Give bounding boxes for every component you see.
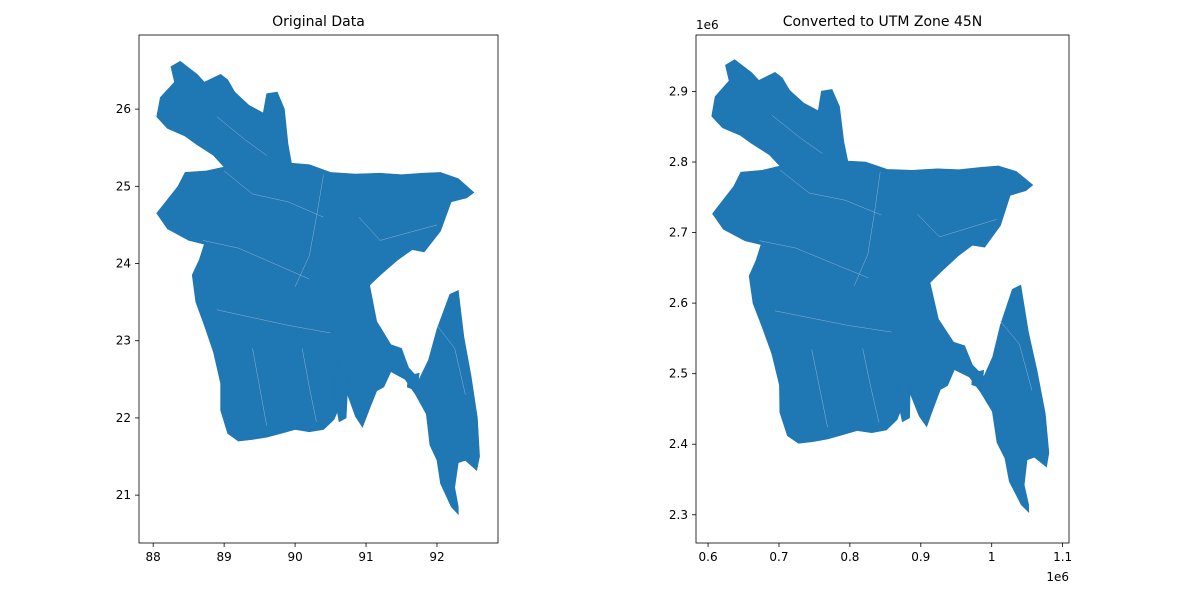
y-tick-label: 26 [116, 102, 131, 116]
district-boundary [771, 115, 823, 154]
y-ticks: 2.3 2.4 2.5 2.6 2.7 2.8 2.9 [669, 84, 696, 522]
district-boundary [1000, 320, 1033, 391]
x-ticks: 88 89 90 91 92 [146, 543, 445, 564]
x-offset-label: 1e6 [1046, 570, 1069, 584]
district-boundary [223, 170, 324, 218]
right-map-panel: 0.6 0.7 0.8 0.9 1 1.1 2.3 2.4 2.5 2.6 2.7 2.8 2.9 C… [669, 14, 1072, 584]
district-boundary [853, 171, 881, 287]
x-tick-label: 1 [988, 550, 996, 564]
x-tick-label: 0.6 [699, 550, 718, 564]
y-tick-label: 2.3 [669, 508, 688, 522]
district-boundary [358, 217, 438, 241]
district-boundary [774, 310, 892, 333]
district-boundary [862, 348, 880, 423]
district-boundary [811, 349, 828, 428]
axes-frame [695, 34, 1070, 544]
x-tick-label: 0.7 [769, 550, 788, 564]
country-polygon [711, 59, 1050, 514]
y-tick-label: 2.9 [669, 84, 688, 98]
district-boundary [216, 116, 267, 156]
y-tick-label: 25 [116, 179, 131, 193]
map-area [711, 59, 1050, 514]
y-tick-label: 2.4 [669, 437, 688, 451]
x-tick-label: 90 [287, 550, 302, 564]
x-tick-label: 1.1 [1053, 550, 1072, 564]
district-boundary [301, 348, 317, 422]
x-tick-label: 88 [146, 550, 161, 564]
district-boundary [779, 169, 882, 216]
district-boundary [216, 309, 331, 334]
y-tick-label: 2.7 [669, 226, 688, 240]
island-polygon [896, 358, 911, 423]
map-area [156, 60, 480, 516]
y-tick-label: 23 [116, 334, 131, 348]
y-tick-label: 2.8 [669, 155, 688, 169]
y-ticks: 21 22 23 24 25 26 [116, 102, 139, 502]
island-polygon [406, 372, 420, 392]
y-tick-label: 21 [116, 488, 131, 502]
district-boundary [917, 213, 997, 238]
x-tick-label: 91 [358, 550, 373, 564]
y-tick-label: 24 [116, 257, 131, 271]
country-polygon [156, 60, 480, 516]
x-ticks: 0.6 0.7 0.8 0.9 1 1.1 [699, 543, 1072, 564]
x-tick-label: 89 [216, 550, 231, 564]
x-tick-label: 92 [429, 550, 444, 564]
district-boundary [202, 240, 310, 280]
district-boundary [294, 174, 324, 287]
y-offset-label: 1e6 [696, 18, 719, 32]
district-boundary [252, 348, 267, 426]
island-polygon [971, 369, 985, 389]
x-tick-label: 0.8 [840, 550, 859, 564]
left-map-panel: 88 89 90 91 92 21 22 23 24 25 26 Original Data [116, 14, 499, 564]
district-boundary [436, 325, 466, 395]
chart-title: Original Data [272, 14, 365, 30]
x-tick-label: 0.9 [911, 550, 930, 564]
district-boundary [759, 240, 869, 279]
chart-title: Converted to UTM Zone 45N [783, 14, 983, 30]
axes-frame [138, 34, 499, 544]
island-polygon [333, 359, 349, 423]
y-tick-label: 2.6 [669, 296, 688, 310]
y-tick-label: 22 [116, 411, 131, 425]
y-tick-label: 2.5 [669, 367, 688, 381]
